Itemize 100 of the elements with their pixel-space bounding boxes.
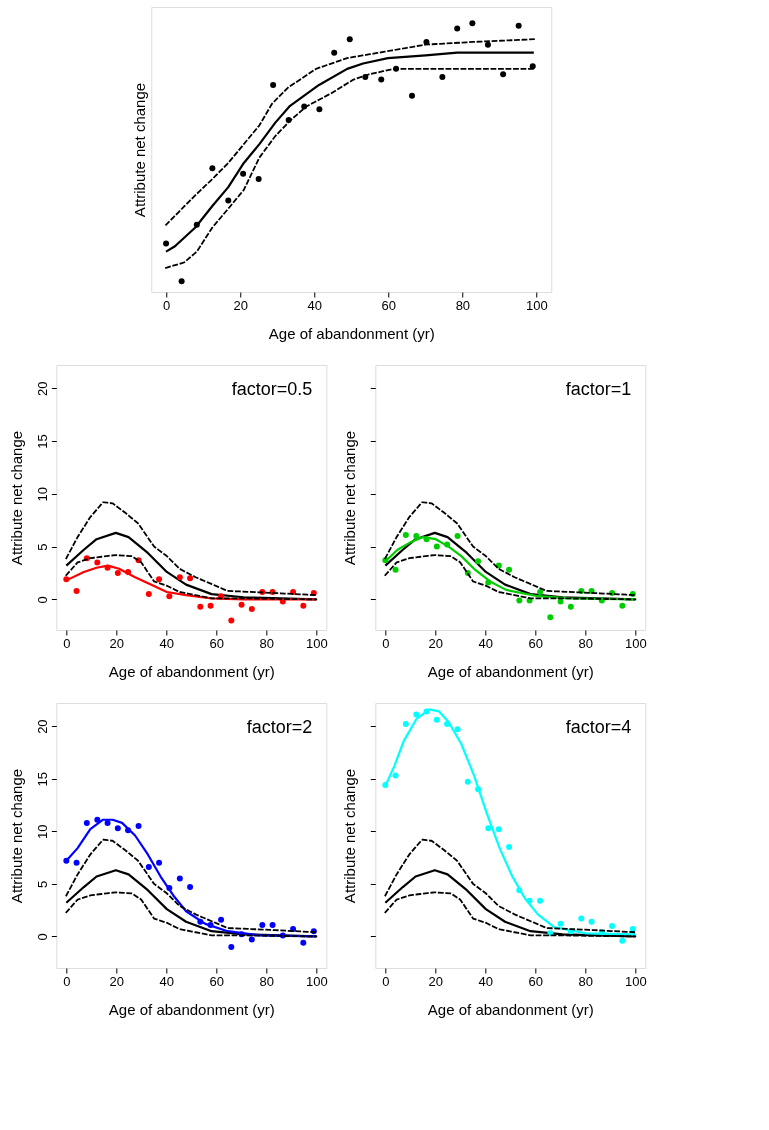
point <box>63 857 70 864</box>
point <box>104 819 111 826</box>
point <box>94 559 101 566</box>
point <box>557 598 564 605</box>
point <box>156 859 163 866</box>
x-tick-label: 20 <box>233 297 248 313</box>
y-tick-label: 10 <box>34 824 50 840</box>
point <box>439 73 446 80</box>
point <box>485 579 492 586</box>
point <box>567 603 574 610</box>
x-tick-label: 80 <box>259 973 275 989</box>
y-axis-title: Attribute net change <box>341 768 359 904</box>
y-axis-title: Attribute net change <box>130 82 148 218</box>
point <box>270 81 277 88</box>
point <box>484 41 491 48</box>
point <box>433 716 440 723</box>
x-tick-label: 80 <box>578 635 594 651</box>
x-axis-title: Age of abandonment (yr) <box>268 324 435 342</box>
point <box>94 816 101 823</box>
point <box>316 106 323 113</box>
y-tick-label: 15 <box>34 434 50 449</box>
annotation: factor=4 <box>565 717 632 737</box>
point <box>228 943 235 950</box>
point <box>176 875 183 882</box>
point <box>537 897 544 904</box>
point <box>269 921 276 928</box>
point <box>382 782 389 789</box>
point <box>444 541 451 548</box>
x-tick-label: 20 <box>109 635 125 651</box>
point <box>454 25 461 32</box>
point <box>207 921 214 928</box>
point <box>73 859 80 866</box>
point <box>464 778 471 785</box>
point <box>619 602 626 609</box>
x-tick-label: 100 <box>526 297 548 313</box>
point <box>193 221 200 228</box>
point <box>248 936 255 943</box>
y-tick-label: 5 <box>34 543 50 551</box>
x-tick-label: 40 <box>307 297 322 313</box>
point <box>413 533 420 540</box>
point <box>83 819 90 826</box>
point <box>207 602 214 609</box>
point <box>423 708 430 715</box>
point <box>114 569 121 576</box>
point <box>187 884 194 891</box>
point <box>248 605 255 612</box>
x-tick-label: 0 <box>382 973 390 989</box>
point <box>135 823 142 830</box>
point <box>402 721 409 728</box>
annotation: factor=1 <box>565 379 632 399</box>
point <box>469 20 476 27</box>
point <box>392 772 399 779</box>
point <box>444 721 451 728</box>
x-tick-label: 100 <box>624 973 647 989</box>
point <box>331 49 338 56</box>
point <box>197 603 204 610</box>
x-tick-label: 100 <box>305 973 328 989</box>
x-tick-label: 0 <box>382 635 390 651</box>
x-tick-label: 80 <box>259 635 275 651</box>
point <box>63 576 70 583</box>
point <box>629 926 636 933</box>
point <box>238 601 245 608</box>
annotation: factor=2 <box>246 717 313 737</box>
point <box>500 71 507 78</box>
x-tick-label: 80 <box>455 297 471 313</box>
point <box>408 92 415 99</box>
y-axis-title: Attribute net change <box>7 430 25 566</box>
point <box>300 602 307 609</box>
point <box>402 531 409 538</box>
point <box>588 918 595 925</box>
point <box>228 617 235 624</box>
point <box>485 825 492 832</box>
point <box>516 597 523 604</box>
y-axis-title: Attribute net change <box>341 430 359 566</box>
y-tick-label: 5 <box>34 880 50 888</box>
point <box>145 591 152 598</box>
x-tick-label: 60 <box>381 297 397 313</box>
point <box>454 726 461 733</box>
point <box>454 533 461 540</box>
point <box>259 921 266 928</box>
point <box>255 176 262 183</box>
y-tick-label: 15 <box>34 771 50 787</box>
x-tick-label: 0 <box>63 635 71 651</box>
point <box>225 197 232 204</box>
point <box>506 566 513 573</box>
point <box>475 558 482 565</box>
point <box>516 887 523 894</box>
x-tick-label: 20 <box>109 973 125 989</box>
x-axis-title: Age of abandonment (yr) <box>108 1000 275 1018</box>
point <box>145 864 152 871</box>
point <box>178 278 185 285</box>
point <box>526 897 533 904</box>
point <box>578 915 585 922</box>
point <box>104 564 111 571</box>
x-tick-label: 60 <box>528 635 544 651</box>
x-tick-label: 100 <box>624 635 647 651</box>
y-tick-label: 0 <box>34 596 50 604</box>
point <box>125 568 132 575</box>
point <box>547 930 554 937</box>
y-tick-label: 0 <box>34 933 50 941</box>
